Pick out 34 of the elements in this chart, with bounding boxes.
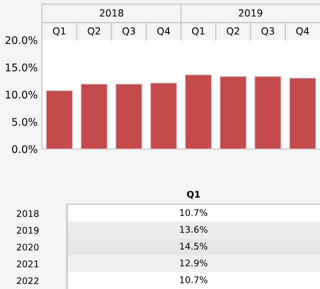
- bar: [46, 90, 73, 149]
- data-label: 10.7%: [180, 276, 208, 284]
- y-tick-label: 2022: [16, 277, 38, 284]
- x-tick-label: Q3: [262, 27, 274, 36]
- bar: [254, 76, 282, 149]
- y-tick-label: 2021: [16, 260, 38, 268]
- data-label: 13.6%: [180, 226, 208, 233]
- x-tick-label: Q4: [157, 27, 170, 36]
- x-tick-label: Q1: [186, 190, 200, 199]
- bar: [289, 78, 316, 149]
- y-tick-label: 0.0%: [12, 145, 38, 154]
- y-tick-label: 2019: [16, 226, 39, 234]
- x-tick-label: Q3: [122, 27, 136, 36]
- y-tick-label: 2018: [16, 210, 39, 217]
- bar: [115, 84, 142, 149]
- x-tick-label: Q2: [88, 27, 100, 36]
- x-tick-label: Q1: [53, 27, 66, 36]
- text: 2018: [100, 9, 124, 17]
- bar: [150, 82, 178, 149]
- x-tick-label: Q4: [296, 27, 309, 36]
- x-tick-label: Q1: [192, 27, 204, 36]
- bar: [184, 74, 212, 149]
- y-tick-label: 5.0%: [12, 118, 38, 126]
- text: 2019: [238, 9, 262, 17]
- bar: [80, 84, 108, 149]
- y-tick-label: 15.0%: [6, 63, 38, 72]
- data-label: 12.9%: [180, 260, 208, 266]
- bar: [220, 76, 247, 149]
- data-label: 14.5%: [180, 242, 208, 250]
- x-tick-label: Q2: [226, 27, 240, 36]
- y-tick-label: 10.0%: [6, 90, 38, 99]
- y-tick-label: 2020: [16, 244, 39, 251]
- y-tick-label: 20.0%: [6, 36, 38, 44]
- data-label: 10.7%: [180, 209, 208, 216]
